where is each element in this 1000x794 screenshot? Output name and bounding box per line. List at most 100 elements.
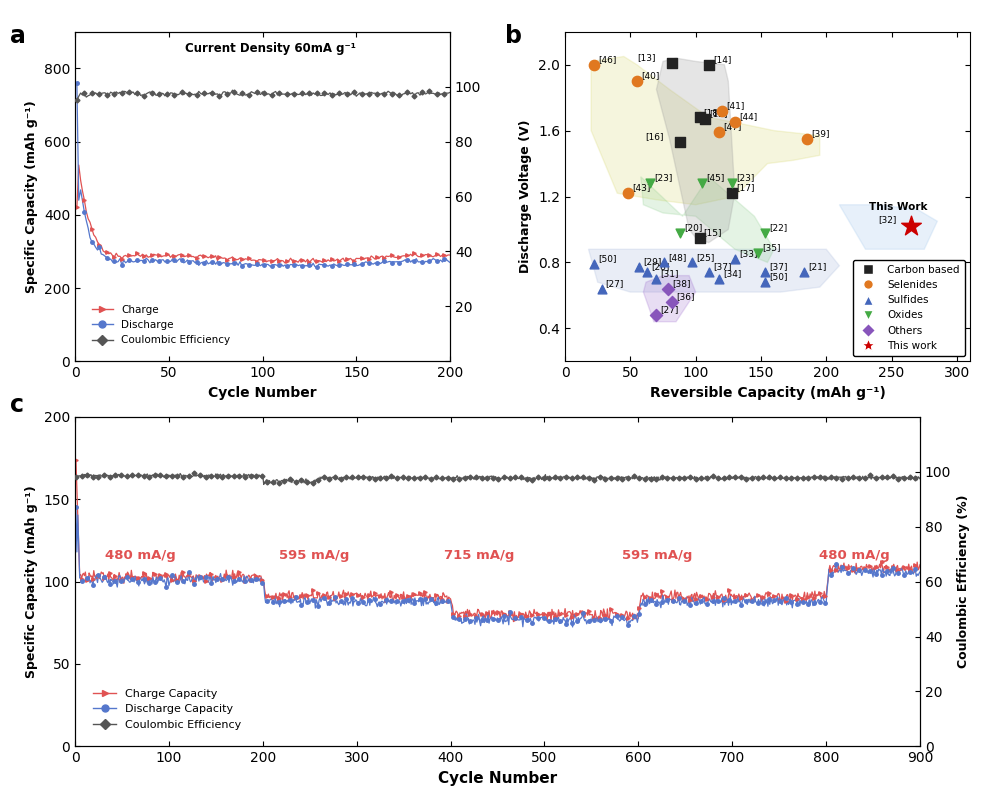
Y-axis label: Specific Capacity (mAh g⁻¹): Specific Capacity (mAh g⁻¹) <box>25 100 38 293</box>
Text: 480 mA/g: 480 mA/g <box>105 549 176 561</box>
X-axis label: Reversible Capacity (mAh g⁻¹): Reversible Capacity (mAh g⁻¹) <box>650 386 885 399</box>
Point <box>656 256 672 268</box>
Text: [31]: [31] <box>661 269 679 278</box>
Point <box>711 126 727 139</box>
Text: 480 mA/g: 480 mA/g <box>819 549 890 561</box>
Text: [18]: [18] <box>704 108 722 117</box>
Point <box>692 111 708 124</box>
Polygon shape <box>656 58 735 243</box>
Text: [35]: [35] <box>763 243 781 252</box>
Text: [37]: [37] <box>769 263 788 272</box>
Text: [41]: [41] <box>726 101 744 110</box>
Point <box>672 136 688 148</box>
Text: [37]: [37] <box>713 263 731 272</box>
Text: [19]: [19] <box>709 110 727 118</box>
X-axis label: Cycle Number: Cycle Number <box>208 386 317 399</box>
Text: [16]: [16] <box>645 133 664 141</box>
Point <box>757 266 773 279</box>
Point <box>594 283 610 295</box>
Y-axis label: Discharge Voltage (V): Discharge Voltage (V) <box>519 120 532 273</box>
Text: [45]: [45] <box>706 174 725 183</box>
Point <box>684 256 700 268</box>
Text: This Work: This Work <box>869 202 927 212</box>
Point <box>697 113 713 125</box>
Polygon shape <box>641 177 774 262</box>
Text: Current Density 60mA g⁻¹: Current Density 60mA g⁻¹ <box>185 41 355 55</box>
Text: [34]: [34] <box>723 269 742 278</box>
Legend: Carbon based, Selenides, Sulfides, Oxides, Others, This work: Carbon based, Selenides, Sulfides, Oxide… <box>853 260 965 356</box>
Legend: Charge, Discharge, Coulombic Efficiency: Charge, Discharge, Coulombic Efficiency <box>88 301 234 349</box>
Text: [28]: [28] <box>651 263 670 272</box>
Text: [23]: [23] <box>736 174 755 183</box>
Text: [44]: [44] <box>739 113 757 121</box>
Text: [47]: [47] <box>723 122 742 132</box>
Text: [27]: [27] <box>606 279 624 288</box>
Text: [48]: [48] <box>668 252 687 262</box>
Polygon shape <box>643 276 696 322</box>
Text: [23]: [23] <box>654 174 672 183</box>
Point <box>903 220 919 233</box>
Point <box>701 59 717 71</box>
Text: a: a <box>10 24 26 48</box>
Point <box>586 258 602 271</box>
Point <box>664 295 680 308</box>
Point <box>750 246 766 259</box>
Text: [38]: [38] <box>672 279 691 288</box>
Point <box>664 56 680 69</box>
Point <box>694 177 710 190</box>
Point <box>727 116 743 129</box>
Polygon shape <box>591 56 820 205</box>
Point <box>724 177 740 190</box>
Point <box>620 187 636 199</box>
Text: [29]: [29] <box>644 257 662 267</box>
Point <box>631 261 647 274</box>
Text: [40]: [40] <box>641 71 659 80</box>
Polygon shape <box>589 249 839 292</box>
Y-axis label: Coulombic Efficiency (%): Coulombic Efficiency (%) <box>957 495 970 669</box>
Text: [32]: [32] <box>878 215 896 224</box>
X-axis label: Cycle Number: Cycle Number <box>438 771 557 786</box>
Text: 715 mA/g: 715 mA/g <box>444 549 514 561</box>
Text: [39]: [39] <box>811 129 829 138</box>
Point <box>757 226 773 239</box>
Text: [17]: [17] <box>736 183 755 192</box>
Point <box>727 252 743 265</box>
Text: [14]: [14] <box>713 55 731 64</box>
Text: [25]: [25] <box>696 252 714 262</box>
Text: [43]: [43] <box>632 183 650 192</box>
Text: [22]: [22] <box>769 223 787 232</box>
Text: [50]: [50] <box>769 272 788 281</box>
Text: [50]: [50] <box>598 254 616 264</box>
Text: [13]: [13] <box>637 53 656 62</box>
Text: [46]: [46] <box>598 55 616 64</box>
Point <box>639 266 655 279</box>
Point <box>799 133 815 145</box>
Text: [27]: [27] <box>661 306 679 314</box>
Point <box>642 177 658 190</box>
Point <box>711 272 727 285</box>
Text: c: c <box>10 393 24 417</box>
Y-axis label: Specific Capacity (mAh g⁻¹): Specific Capacity (mAh g⁻¹) <box>25 485 38 678</box>
Text: [20]: [20] <box>684 223 703 232</box>
Legend: Charge Capacity, Discharge Capacity, Coulombic Efficiency: Charge Capacity, Discharge Capacity, Cou… <box>89 684 245 734</box>
Point <box>629 75 645 87</box>
Point <box>660 283 676 295</box>
Text: [21]: [21] <box>808 263 827 272</box>
Point <box>648 272 664 285</box>
Text: [36]: [36] <box>676 292 695 301</box>
Text: [15]: [15] <box>704 228 722 237</box>
Point <box>672 226 688 239</box>
Point <box>692 231 708 244</box>
Point <box>648 309 664 322</box>
Text: b: b <box>505 24 522 48</box>
Point <box>724 187 740 199</box>
Point <box>757 276 773 288</box>
Point <box>586 59 602 71</box>
Text: 595 mA/g: 595 mA/g <box>622 549 692 561</box>
Text: 595 mA/g: 595 mA/g <box>279 549 350 561</box>
Text: [33]: [33] <box>739 249 758 258</box>
Point <box>796 266 812 279</box>
Point <box>714 105 730 118</box>
Point <box>701 266 717 279</box>
Polygon shape <box>839 205 937 249</box>
